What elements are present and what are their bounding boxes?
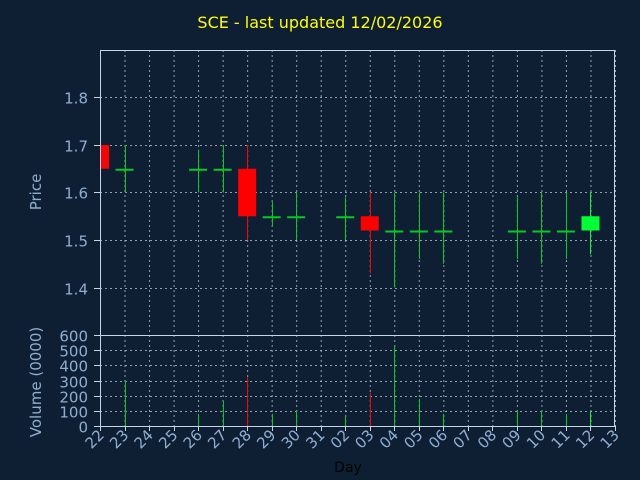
- volume-panel-border: [100, 335, 615, 427]
- volume-axis-label: Volume (0000): [27, 327, 45, 437]
- candle-body: [360, 216, 379, 231]
- x-tick-label: 03: [351, 426, 377, 452]
- candle-body: [213, 168, 232, 171]
- price-frame: [100, 50, 615, 336]
- price-grid: [100, 50, 616, 335]
- volume-y-tick-label: 400: [59, 358, 88, 376]
- x-tick-label: 11: [548, 426, 574, 452]
- x-tick-label: 13: [597, 426, 623, 452]
- chart-title: SCE - last updated 12/02/2026: [197, 13, 443, 32]
- volume-y-tick-label: 500: [59, 343, 88, 361]
- x-axis-label: Day: [334, 460, 362, 476]
- candle-body: [385, 230, 404, 233]
- candle-body: [507, 230, 526, 233]
- x-tick-label: 23: [106, 426, 132, 452]
- x-tick-label: 29: [253, 426, 279, 452]
- price-y-tick-label: 1.7: [64, 138, 88, 156]
- candle-body: [189, 168, 208, 171]
- volume-y-tick-label: 0: [78, 419, 88, 437]
- volume-y-tick-label: 600: [59, 328, 88, 346]
- x-tick-label: 05: [400, 426, 426, 452]
- volume-y-tick-label: 200: [59, 389, 88, 407]
- price-axis-label: Price: [27, 174, 45, 211]
- candle-body: [434, 230, 453, 233]
- x-tick-label: 27: [204, 426, 230, 452]
- x-tick-label: 10: [523, 426, 549, 452]
- x-tick-label: 06: [425, 426, 451, 452]
- candle-body: [581, 216, 600, 231]
- candle-body: [115, 168, 134, 171]
- x-tick-label: 07: [449, 426, 475, 452]
- x-tick-label: 28: [229, 426, 255, 452]
- candle-body: [409, 230, 428, 233]
- x-ticks: 2223242526272829303102030405060708091011…: [82, 426, 623, 452]
- price-y-ticks: 1.4 1.5 1.6 1.7 1.8: [64, 90, 100, 299]
- candle-body: [336, 216, 355, 219]
- volume-y-tick-label: 300: [59, 374, 88, 392]
- x-tick-label: 24: [131, 426, 157, 452]
- volume-bars: [125, 345, 591, 426]
- volume-y-tick-label: 100: [59, 404, 88, 422]
- x-tick-label: 26: [180, 426, 206, 452]
- x-tick-label: 30: [278, 426, 304, 452]
- price-y-tick-label: 1.4: [64, 281, 88, 299]
- x-tick-label: 08: [474, 426, 500, 452]
- x-tick-label: 31: [302, 426, 328, 452]
- candle-body: [532, 230, 551, 233]
- price-panel-border: [100, 50, 615, 336]
- volume-grid: [100, 335, 616, 426]
- x-tick-label: 12: [572, 426, 598, 452]
- candle-body: [262, 216, 281, 219]
- price-y-tick-label: 1.8: [64, 90, 88, 108]
- candle-body: [238, 168, 257, 217]
- volume-frame: [100, 335, 615, 427]
- candle-body: [100, 145, 109, 169]
- price-y-tick-label: 1.5: [64, 233, 88, 251]
- price-y-tick-label: 1.6: [64, 185, 88, 203]
- x-tick-label: 25: [155, 426, 181, 452]
- candle-body: [556, 230, 575, 233]
- x-tick-label: 09: [499, 426, 525, 452]
- candle-body: [287, 216, 306, 219]
- x-tick-label: 02: [327, 426, 353, 452]
- price-candles: [100, 145, 600, 288]
- x-tick-label: 04: [376, 426, 402, 452]
